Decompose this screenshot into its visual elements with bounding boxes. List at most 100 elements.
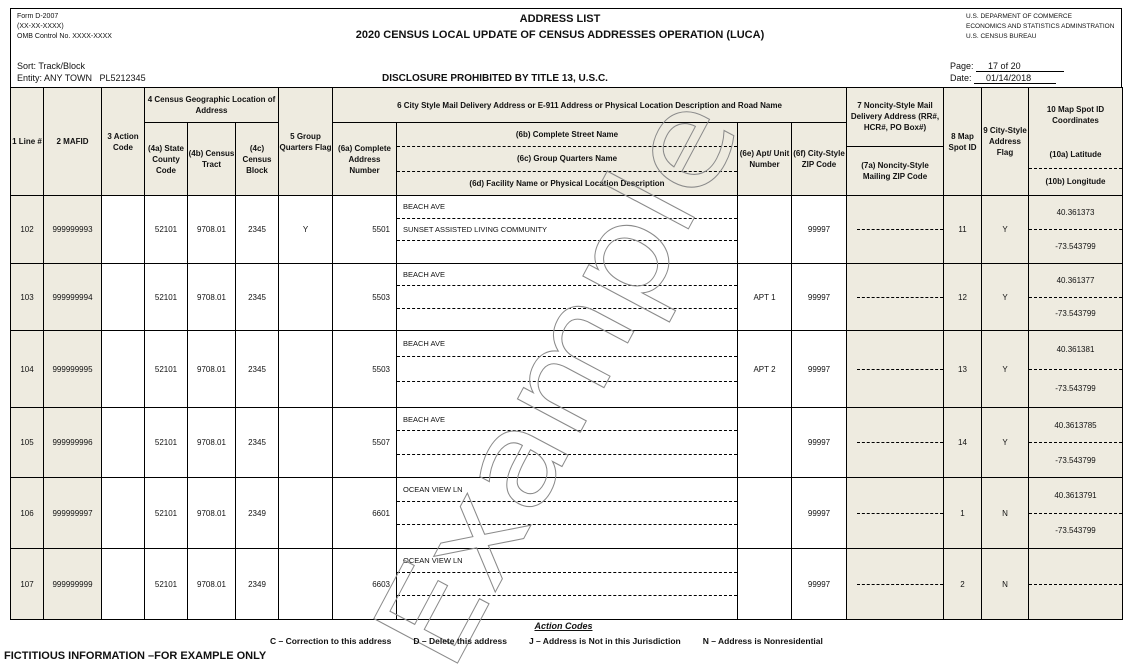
- address-number: 5503: [332, 330, 397, 408]
- noncity-address: [846, 330, 944, 408]
- street-name: BEACH AVE: [397, 331, 737, 357]
- action-code-c: C – Correction to this address: [270, 636, 392, 646]
- watermark-text: Example: [344, 71, 769, 667]
- mafid: 999999997: [43, 477, 102, 549]
- address-flag: Y: [981, 407, 1029, 478]
- address-number: 6603: [332, 548, 397, 620]
- gq-flag: [278, 477, 333, 549]
- zip-code: 99997: [791, 407, 847, 478]
- latitude: 40.3613785: [1029, 408, 1122, 443]
- action-code: [101, 195, 145, 264]
- gq-name: [397, 431, 737, 455]
- street-cell: BEACH AVE SUNSET ASSISTED LIVING COMMUNIT…: [396, 195, 738, 264]
- latitude: 40.3613791: [1029, 478, 1122, 514]
- action-code-n: N – Address is Nonresidential: [702, 636, 823, 646]
- page-value: 17 of 20: [976, 61, 1065, 72]
- gq-name: [397, 357, 737, 383]
- form-info: Form D-2007 (XX-XX-XXXX) OMB Control No.…: [17, 12, 112, 42]
- coordinates: 40.361381 -73.543799: [1028, 330, 1123, 408]
- census-block: 2345: [235, 330, 279, 408]
- disclosure-notice: DISCLOSURE PROHIBITED BY TITLE 13, U.S.C…: [382, 73, 608, 84]
- header-10a: (10a) Latitude: [1029, 141, 1122, 169]
- address-flag: Y: [981, 195, 1029, 264]
- action-code: [101, 477, 145, 549]
- line-number: 107: [10, 548, 44, 620]
- header-6a: (6a) Complete Address Number: [332, 122, 397, 196]
- header-7: 7 Noncity-Style Mail Delivery Address (R…: [847, 88, 943, 147]
- header-mafid: 2 MAFID: [43, 87, 102, 196]
- header-coordinates: 10 Map Spot ID Coordinates (10a) Latitude…: [1028, 87, 1123, 196]
- zip-code: 99997: [791, 195, 847, 264]
- line-number: 105: [10, 407, 44, 478]
- action-codes-title: Action Codes: [534, 621, 593, 631]
- header-10b: (10b) Longitude: [1045, 177, 1106, 187]
- street-name: BEACH AVE: [397, 264, 737, 287]
- date-label: Date:: [950, 73, 972, 83]
- header-6c: (6c) Group Quarters Name: [397, 147, 737, 172]
- census-block: 2345: [235, 195, 279, 264]
- table-row: 107 999999999 52101 9708.01 2349 6603 OCEAN VI…: [10, 548, 1123, 620]
- action-codes-legend: C – Correction to this address D – Delet…: [270, 636, 823, 646]
- address-number: 5501: [332, 195, 397, 264]
- latitude: 40.361381: [1029, 331, 1122, 370]
- header-action-code: 3 Action Code: [101, 87, 145, 196]
- date-info: Date: 01/14/2018: [950, 73, 1057, 84]
- header-gq-flag: 5 Group Quarters Flag: [278, 87, 333, 196]
- address-flag: Y: [981, 330, 1029, 408]
- census-block: 2349: [235, 548, 279, 620]
- omb-control: OMB Control No. XXXX-XXXX: [17, 33, 112, 40]
- agency: U.S. DEPARMENT OF COMMERCE ECONOMICS AND…: [966, 12, 1114, 42]
- street-cell: OCEAN VIEW LN: [396, 548, 738, 620]
- header-6bcd: (6b) Complete Street Name (6c) Group Quar…: [396, 122, 738, 196]
- coordinates: 40.361373 -73.543799: [1028, 195, 1123, 264]
- latitude: [1029, 549, 1122, 585]
- street-cell: OCEAN VIEW LN: [396, 477, 738, 549]
- street-cell: BEACH AVE: [396, 330, 738, 408]
- header-6f: (6f) City-Style ZIP Code: [791, 122, 847, 196]
- map-spot-id: 2: [943, 548, 982, 620]
- noncity-address: [846, 548, 944, 620]
- address-flag: Y: [981, 263, 1029, 331]
- page-info: Page: 17 of 20: [950, 61, 1065, 72]
- map-spot-id: 13: [943, 330, 982, 408]
- map-spot-id: 12: [943, 263, 982, 331]
- table-row: 102 999999993 52101 9708.01 2345 Y 5501 BEACH A…: [10, 195, 1123, 264]
- agency-line: ECONOMICS AND STATISTICS ADMINSTRATION: [966, 23, 1115, 30]
- apt-unit: [737, 548, 792, 620]
- census-tract: 9708.01: [187, 548, 236, 620]
- table-row: 105 999999996 52101 9708.01 2345 5507 BEACH AV…: [10, 407, 1123, 478]
- zip-code: 99997: [791, 263, 847, 331]
- header-10: 10 Map Spot ID Coordinates: [1046, 104, 1105, 125]
- form-number: Form D-2007: [17, 13, 59, 20]
- address-flag: N: [981, 477, 1029, 549]
- header-4b: (4b) Census Tract: [187, 122, 236, 196]
- longitude: -73.543799: [1055, 309, 1096, 319]
- entity-label: Entity: ANY TOWN PL5212345: [17, 73, 146, 83]
- header-7a: (7a) Noncity-Style Mailing ZIP Code: [861, 160, 929, 181]
- census-tract: 9708.01: [187, 195, 236, 264]
- line-number: 106: [10, 477, 44, 549]
- longitude: -73.543799: [1055, 383, 1096, 393]
- action-code: [101, 548, 145, 620]
- map-spot-id: 14: [943, 407, 982, 478]
- address-flag: N: [981, 548, 1029, 620]
- coordinates: [1028, 548, 1123, 620]
- agency-line: U.S. DEPARMENT OF COMMERCE: [966, 13, 1072, 20]
- agency-line: U.S. CENSUS BUREAU: [966, 33, 1037, 40]
- census-tract: 9708.01: [187, 407, 236, 478]
- header-noncity: 7 Noncity-Style Mail Delivery Address (R…: [846, 87, 944, 196]
- header-4c: (4c) Census Block: [235, 122, 279, 196]
- action-code: [101, 263, 145, 331]
- mafid: 999999994: [43, 263, 102, 331]
- gq-name: SUNSET ASSISTED LIVING COMMUNITY: [397, 219, 737, 242]
- noncity-address: [846, 263, 944, 331]
- line-number: 104: [10, 330, 44, 408]
- street-cell: BEACH AVE: [396, 263, 738, 331]
- header-address-flag: 9 City-Style Address Flag: [981, 87, 1029, 196]
- sort-label: Sort: Track/Block: [17, 61, 86, 71]
- state-county-code: 52101: [144, 263, 188, 331]
- map-spot-id: 11: [943, 195, 982, 264]
- address-number: 6601: [332, 477, 397, 549]
- gq-name: [397, 573, 737, 597]
